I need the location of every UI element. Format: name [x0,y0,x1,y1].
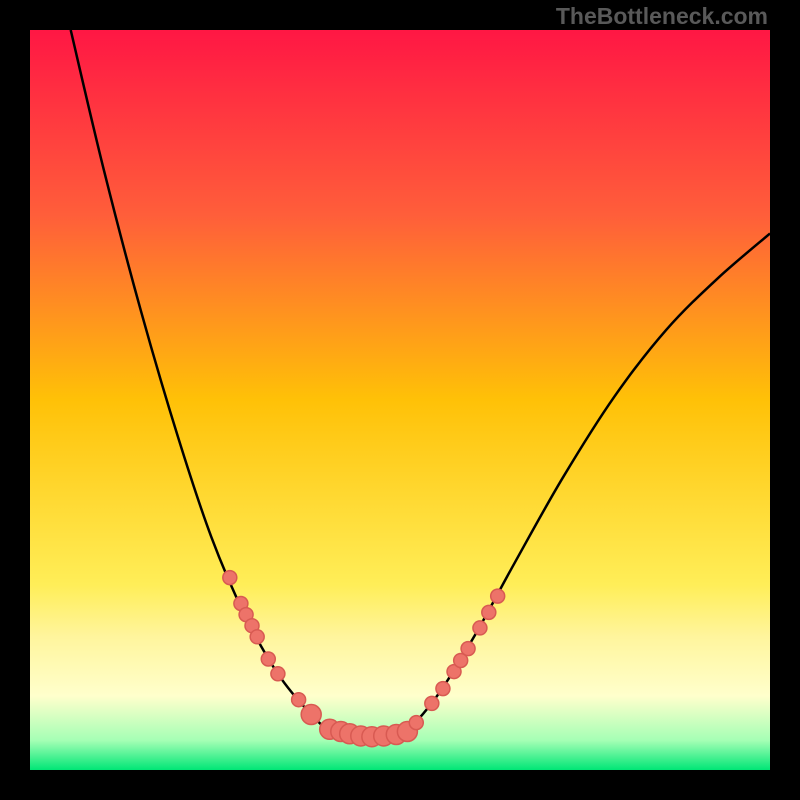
data-marker [261,652,275,666]
data-marker [271,667,285,681]
data-marker [223,571,237,585]
data-marker [292,693,306,707]
data-marker [250,630,264,644]
bottleneck-chart [0,0,800,800]
data-marker [473,621,487,635]
data-marker [461,642,475,656]
data-marker [301,705,321,725]
data-marker [482,605,496,619]
plot-background [30,30,770,770]
watermark-text: TheBottleneck.com [556,3,768,30]
chart-frame: TheBottleneck.com [0,0,800,800]
data-marker [425,696,439,710]
data-marker [436,682,450,696]
data-marker [491,589,505,603]
data-marker [409,716,423,730]
